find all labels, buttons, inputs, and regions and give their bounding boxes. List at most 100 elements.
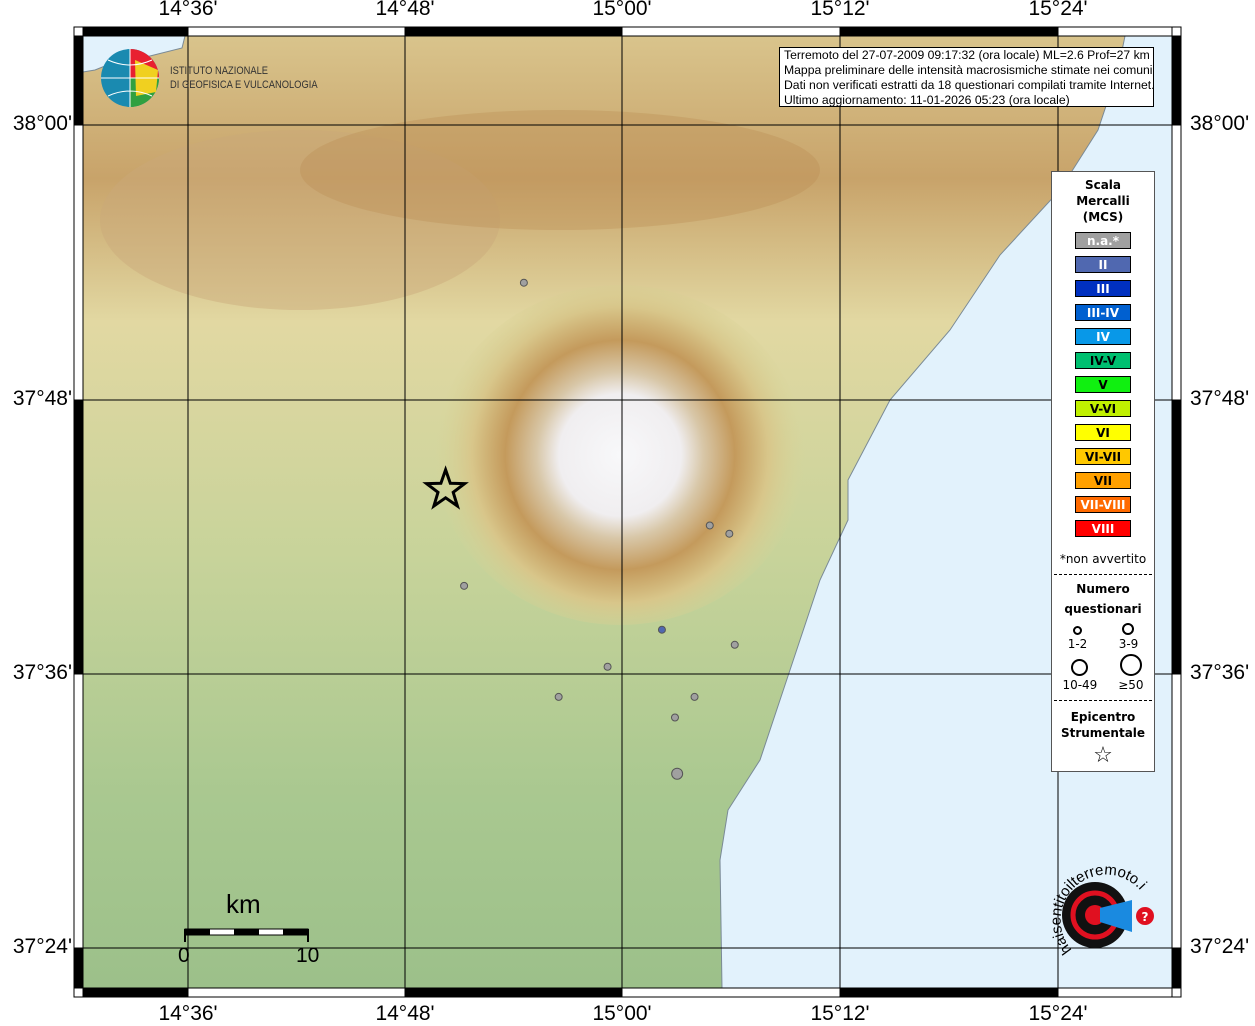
questionnaire-point[interactable] xyxy=(460,581,469,590)
frame-segment xyxy=(1171,673,1182,949)
axis-tick-label: 15°00' xyxy=(592,0,652,20)
questionnaire-point[interactable] xyxy=(554,692,563,701)
axis-tick-label: 14°36' xyxy=(158,1002,218,1025)
size-10-49-icon xyxy=(1071,659,1089,676)
legend-title-1: Scala xyxy=(1084,178,1122,192)
frame-segment xyxy=(404,26,623,37)
frame-segment xyxy=(1171,124,1182,401)
axis-tick-label: 37°36' xyxy=(1190,661,1250,684)
size-label: 1-2 xyxy=(1067,637,1088,651)
frame-segment xyxy=(73,673,84,949)
legend-title-3: (MCS) xyxy=(1082,210,1124,224)
intensity-swatch: III-IV xyxy=(1075,304,1131,321)
size-label: ≥50 xyxy=(1118,678,1144,692)
axis-tick-label: 37°48' xyxy=(1190,387,1250,410)
questionnaire-point[interactable] xyxy=(671,767,684,780)
questionnaire-point[interactable] xyxy=(705,521,714,530)
size-1-2-icon xyxy=(1072,626,1082,635)
questionnaire-point[interactable] xyxy=(657,625,666,634)
intensity-swatch: V xyxy=(1075,376,1131,393)
axis-tick-label: 15°12' xyxy=(810,1002,870,1025)
questionnaires-title-1: Numero xyxy=(1076,582,1130,596)
frame-segment xyxy=(1171,947,1182,989)
frame-segment xyxy=(73,124,84,401)
info-line1: Terremoto del 27-07-2009 09:17:32 (ora l… xyxy=(784,48,1150,62)
svg-text:?: ? xyxy=(1142,910,1149,924)
axis-tick-label: 14°36' xyxy=(158,0,218,20)
questionnaire-point[interactable] xyxy=(519,278,528,287)
intensity-swatch: II xyxy=(1075,256,1131,273)
epicenter-star-icon xyxy=(422,465,469,510)
frame-segment xyxy=(82,987,189,998)
frame-segment xyxy=(73,26,84,37)
questionnaire-point[interactable] xyxy=(690,692,699,701)
info-line4: Ultimo aggiornamento: 11-01-2026 05:23 (… xyxy=(784,93,1070,107)
frame-segment xyxy=(73,987,84,998)
scale-start: 0 xyxy=(178,944,190,967)
epicenter-title-1: Epicentro xyxy=(1070,710,1136,724)
intensity-swatch: VI xyxy=(1075,424,1131,441)
frame-segment xyxy=(1057,26,1173,37)
frame-segment xyxy=(1171,987,1182,998)
questionnaire-point[interactable] xyxy=(730,640,739,649)
intensity-swatch: V-VI xyxy=(1075,400,1131,417)
intensity-swatch: VII-VIII xyxy=(1075,496,1131,513)
scale-unit: km xyxy=(226,889,261,919)
questionnaire-point[interactable] xyxy=(603,662,612,671)
questionnaire-point[interactable] xyxy=(725,529,734,538)
ingv-name: ISTITUTO NAZIONALE DI GEOFISICA E VULCAN… xyxy=(170,64,318,92)
info-line3: Dati non verificati estratti da 18 quest… xyxy=(784,78,1154,92)
axis-tick-label: 38°00' xyxy=(1190,112,1250,135)
axis-tick-label: 37°24' xyxy=(12,935,72,958)
axis-tick-label: 38°00' xyxy=(12,112,72,135)
frame-segment xyxy=(1057,987,1173,998)
axis-tick-label: 15°24' xyxy=(1028,1002,1088,1025)
size-50-icon xyxy=(1119,654,1142,676)
frame-segment xyxy=(187,987,406,998)
axis-tick-label: 14°48' xyxy=(375,0,435,20)
star-icon: ☆ xyxy=(1093,743,1113,768)
divider xyxy=(1054,700,1152,701)
etna-volcano xyxy=(435,285,805,625)
legend-title: Scala Mercalli (MCS) xyxy=(1052,177,1154,225)
intensity-scale: n.a.* II III III-IV IV IV-V V V-VI VI VI-VII VII VI… xyxy=(1052,232,1154,537)
intensity-swatch: n.a.* xyxy=(1075,232,1131,249)
size-label: 3-9 xyxy=(1118,637,1139,651)
axis-tick-label: 15°24' xyxy=(1028,0,1088,20)
frame-segment xyxy=(839,987,1059,998)
questionnaire-point[interactable] xyxy=(670,713,679,722)
size-label: 10-49 xyxy=(1062,678,1098,692)
size-3-9-icon xyxy=(1122,623,1135,635)
axis-tick-label: 37°36' xyxy=(12,661,72,684)
scale-bar xyxy=(184,928,309,942)
ingv-line1: ISTITUTO NAZIONALE xyxy=(170,65,269,77)
legend-note: *non avvertito xyxy=(1059,552,1147,566)
frame-segment xyxy=(73,35,84,126)
frame-segment xyxy=(1171,399,1182,675)
intensity-swatch: VIII xyxy=(1075,520,1131,537)
intensity-swatch: IV-V xyxy=(1075,352,1131,369)
ingv-logo xyxy=(101,49,159,107)
frame-segment xyxy=(621,26,841,37)
axis-tick-label: 37°24' xyxy=(1190,935,1250,958)
intensity-swatch: VI-VII xyxy=(1075,448,1131,465)
questionnaires-title-2: questionari xyxy=(1064,602,1142,616)
frame-segment xyxy=(1171,35,1182,126)
scale-end: 10 xyxy=(296,944,320,967)
map-frame xyxy=(73,26,1182,998)
axis-tick-label: 37°48' xyxy=(12,387,72,410)
frame-segment xyxy=(839,26,1059,37)
frame-segment xyxy=(73,399,84,675)
axis-tick-label: 15°00' xyxy=(592,1002,652,1025)
frame-segment xyxy=(621,987,841,998)
event-info-box: Terremoto del 27-07-2009 09:17:32 (ora l… xyxy=(779,47,1154,107)
frame-segment xyxy=(404,987,623,998)
info-line2: Mappa preliminare delle intensità macros… xyxy=(784,63,1153,77)
intensity-swatch: IV xyxy=(1075,328,1131,345)
ingv-line2: DI GEOFISICA E VULCANOLOGIA xyxy=(170,79,318,91)
frame-segment xyxy=(187,26,406,37)
axis-tick-label: 15°12' xyxy=(810,0,870,20)
intensity-swatch: III xyxy=(1075,280,1131,297)
frame-segment xyxy=(82,26,189,37)
legend-title-2: Mercalli xyxy=(1076,194,1130,208)
